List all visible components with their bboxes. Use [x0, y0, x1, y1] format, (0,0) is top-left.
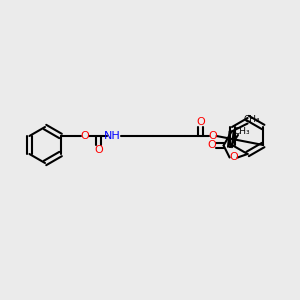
Text: O: O [229, 152, 238, 163]
Text: O: O [196, 117, 205, 127]
Text: NH: NH [104, 131, 121, 141]
Text: CH₃: CH₃ [243, 115, 260, 124]
Text: O: O [94, 145, 103, 155]
Text: O: O [80, 131, 89, 141]
Text: O: O [208, 131, 217, 141]
Text: CH₃: CH₃ [234, 127, 250, 136]
Text: O: O [207, 140, 216, 151]
